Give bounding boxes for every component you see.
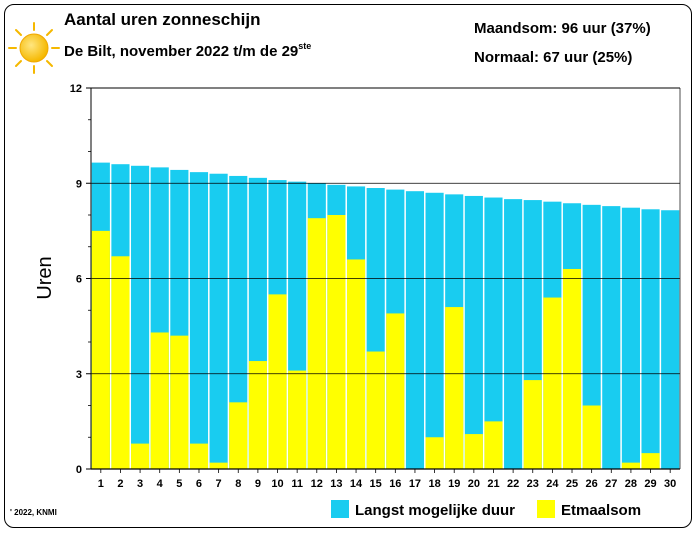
x-tick-label-17: 17	[409, 478, 421, 490]
bar-max-duration-27	[602, 206, 621, 470]
legend-swatch-1	[537, 500, 555, 518]
bar-daily-sum-10	[268, 294, 287, 469]
x-tick-label-22: 22	[507, 478, 519, 490]
bar-daily-sum-23	[523, 380, 542, 469]
bar-daily-sum-29	[641, 453, 660, 469]
bar-daily-sum-28	[621, 462, 640, 469]
bar-daily-sum-6	[189, 443, 209, 469]
bar-max-duration-20	[464, 195, 483, 469]
x-tick-label-13: 13	[330, 478, 342, 490]
bar-daily-sum-15	[366, 351, 385, 469]
x-tick-label-16: 16	[389, 478, 401, 490]
legend-swatch-0	[331, 500, 349, 518]
bar-daily-sum-8	[229, 402, 248, 469]
x-tick-label-15: 15	[370, 478, 382, 490]
x-tick-label-11: 11	[291, 478, 303, 490]
x-tick-label-29: 29	[644, 478, 656, 490]
x-tick-label-7: 7	[216, 478, 222, 490]
x-tick-label-28: 28	[625, 478, 637, 490]
x-tick-label-21: 21	[487, 478, 499, 490]
x-tick-label-25: 25	[566, 478, 578, 490]
bar-max-duration-26	[582, 204, 601, 469]
bar-daily-sum-20	[464, 434, 483, 469]
bar-daily-sum-5	[170, 335, 189, 469]
bar-max-duration-28	[621, 207, 640, 469]
bar-daily-sum-25	[562, 268, 582, 469]
x-tick-label-10: 10	[271, 478, 283, 490]
subtitle-superscript: ste	[298, 41, 312, 51]
bar-daily-sum-21	[484, 421, 503, 469]
bar-max-duration-6	[189, 172, 209, 469]
bar-max-duration-3	[131, 165, 150, 469]
x-tick-label-12: 12	[311, 478, 323, 490]
legend-label-1: Etmaalsom	[561, 502, 641, 519]
bar-daily-sum-18	[425, 437, 444, 469]
y-tick-label-12: 12	[70, 83, 82, 95]
bar-daily-sum-16	[386, 313, 405, 469]
x-tick-label-8: 8	[235, 478, 241, 490]
legend-label-0: Langst mogelijke duur	[355, 502, 515, 519]
x-tick-label-18: 18	[428, 478, 440, 490]
bar-max-duration-18	[425, 192, 444, 469]
x-tick-label-30: 30	[664, 478, 676, 490]
bar-max-duration-21	[484, 197, 503, 469]
bar-max-duration-7	[209, 173, 228, 469]
x-tick-label-2: 2	[117, 478, 123, 490]
bar-daily-sum-13	[327, 215, 346, 469]
chart-subtitle: De Bilt, november 2022 t/m de 29ste	[64, 41, 312, 60]
y-tick-label-3: 3	[76, 369, 82, 381]
sun-icon	[8, 22, 60, 74]
x-tick-label-24: 24	[546, 478, 559, 490]
bar-daily-sum-19	[445, 307, 464, 469]
bar-max-duration-22	[504, 199, 523, 469]
bar-daily-sum-24	[543, 297, 562, 469]
bar-max-duration-17	[405, 191, 425, 469]
bar-max-duration-8	[229, 175, 248, 469]
bar-daily-sum-7	[209, 462, 228, 469]
x-tick-label-4: 4	[157, 478, 164, 490]
bar-daily-sum-11	[288, 370, 307, 469]
normal-value: Normaal: 67 uur (25%)	[474, 49, 633, 66]
x-tick-label-1: 1	[98, 478, 104, 490]
x-tick-label-19: 19	[448, 478, 460, 490]
x-tick-label-27: 27	[605, 478, 617, 490]
x-tick-label-3: 3	[137, 478, 143, 490]
bar-daily-sum-2	[111, 256, 130, 469]
bar-daily-sum-3	[131, 443, 150, 469]
bar-max-duration-29	[641, 209, 660, 469]
subtitle-text: De Bilt, november 2022 t/m de 29	[64, 43, 299, 60]
bar-max-duration-30	[661, 210, 680, 470]
y-tick-label-0: 0	[76, 464, 82, 476]
x-tick-label-9: 9	[255, 478, 261, 490]
bar-daily-sum-14	[346, 259, 366, 469]
x-tick-label-20: 20	[468, 478, 480, 490]
copyright-credit: ' 2022, KNMI	[10, 508, 57, 517]
chart-title: Aantal uren zonneschijn	[64, 10, 261, 29]
y-tick-label-6: 6	[76, 274, 82, 286]
x-tick-label-14: 14	[350, 478, 363, 490]
y-axis-label: Uren	[34, 256, 56, 299]
x-tick-label-23: 23	[527, 478, 539, 490]
month-sum: Maandsom: 96 uur (37%)	[474, 20, 651, 37]
y-tick-label-9: 9	[76, 178, 82, 190]
x-tick-label-6: 6	[196, 478, 202, 490]
x-tick-label-26: 26	[586, 478, 598, 490]
bar-daily-sum-26	[582, 405, 601, 469]
bar-daily-sum-4	[150, 332, 169, 469]
bar-daily-sum-1	[91, 230, 110, 469]
bar-daily-sum-9	[248, 361, 267, 469]
x-tick-label-5: 5	[176, 478, 182, 490]
bar-daily-sum-12	[307, 218, 326, 469]
